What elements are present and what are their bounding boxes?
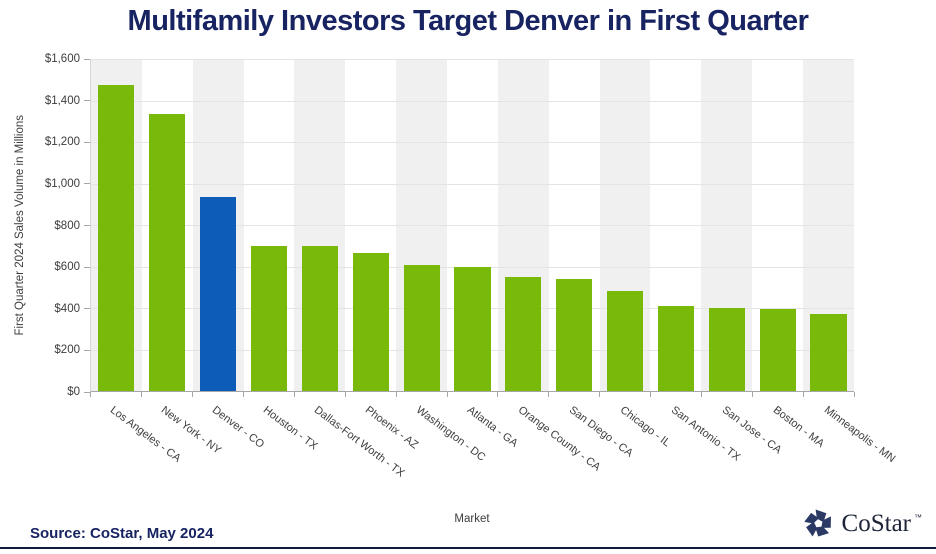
x-axis-ticks bbox=[90, 392, 855, 397]
y-tick-label: $400 bbox=[54, 302, 80, 315]
bar-column-chicago-il bbox=[600, 59, 651, 391]
bar-san-diego-ca bbox=[556, 278, 593, 391]
y-tick-label: $1,600 bbox=[44, 53, 80, 65]
x-tick-mark bbox=[650, 392, 652, 397]
bar-new-york-ny bbox=[149, 114, 186, 391]
x-axis-label-text: Houston - TX bbox=[261, 404, 320, 453]
costar-logo-icon bbox=[803, 509, 831, 537]
y-tick-label: $600 bbox=[54, 261, 80, 274]
bar-column-phoenix-az bbox=[345, 59, 396, 391]
y-tick-label: $800 bbox=[54, 219, 80, 232]
costar-logo-text: CoStar bbox=[841, 509, 911, 537]
bar-washington-dc bbox=[403, 265, 440, 391]
gridline bbox=[91, 225, 854, 226]
gridline bbox=[91, 183, 854, 185]
x-tick-mark bbox=[90, 392, 91, 397]
bar-column-atlanta-ga bbox=[447, 59, 498, 391]
bar-column-washington-dc bbox=[396, 59, 447, 391]
x-tick-mark bbox=[803, 392, 805, 397]
x-tick-mark bbox=[701, 392, 703, 397]
y-tick-label: $0 bbox=[67, 386, 80, 398]
y-tick-label: $1,200 bbox=[44, 136, 80, 149]
x-tick-mark bbox=[242, 392, 244, 397]
bar-minneapolis-mn bbox=[810, 314, 847, 391]
y-tick-label: $1,400 bbox=[44, 94, 80, 107]
y-tick-mark bbox=[84, 349, 90, 351]
x-tick-mark bbox=[344, 392, 346, 397]
bar-column-minneapolis-mn bbox=[803, 59, 854, 391]
x-tick-mark bbox=[140, 392, 142, 397]
x-axis-title: Market bbox=[454, 513, 490, 525]
y-tick-mark bbox=[84, 100, 90, 102]
bar-column-dallas-fort-worth-tx bbox=[294, 59, 345, 391]
bar-denver-co bbox=[200, 197, 237, 391]
y-tick-mark bbox=[84, 58, 90, 60]
x-axis-label-text: Minneapolis - MN bbox=[821, 404, 897, 466]
bar-column-san-antonio-tx bbox=[650, 59, 701, 391]
bar-chicago-il bbox=[606, 291, 644, 391]
bar-atlanta-ga bbox=[454, 266, 491, 391]
trademark-symbol: ™ bbox=[914, 513, 922, 522]
gridline bbox=[91, 142, 854, 143]
y-tick-mark bbox=[84, 391, 90, 393]
bar-column-denver-co bbox=[193, 59, 244, 391]
bar-column-houston-tx bbox=[244, 59, 295, 391]
y-tick-label: $200 bbox=[54, 344, 80, 357]
bar-phoenix-az bbox=[352, 253, 389, 391]
x-tick-mark bbox=[293, 392, 295, 397]
y-tick-label: $1,000 bbox=[44, 177, 80, 190]
bar-column-san-diego-ca bbox=[549, 59, 600, 391]
y-axis-ticks bbox=[84, 58, 90, 393]
gridline bbox=[91, 100, 854, 102]
bar-column-orange-county-ca bbox=[498, 59, 549, 391]
y-axis-labels: $0 $200 $400 $600 $800 $1,000 $1,200 $1,400 $1,6… bbox=[0, 53, 80, 398]
bottom-rule bbox=[0, 547, 936, 549]
bar-series bbox=[91, 59, 854, 391]
x-tick-mark bbox=[599, 392, 601, 397]
bar-column-los-angeles-ca bbox=[91, 59, 142, 391]
bar-san-antonio-tx bbox=[657, 305, 694, 391]
y-tick-mark bbox=[84, 308, 90, 310]
bar-column-san-jose-ca bbox=[701, 59, 752, 391]
x-axis-labels: Los Angeles - CA New York - NY Denver - CO… bbox=[90, 404, 897, 514]
x-tick-mark bbox=[854, 392, 855, 397]
bar-dallas-fort-worth-tx bbox=[301, 245, 338, 391]
costar-logo: CoStar ™ bbox=[802, 507, 922, 540]
bar-column-new-york-ny bbox=[142, 59, 193, 391]
y-tick-mark bbox=[84, 266, 90, 268]
x-tick-mark bbox=[497, 392, 499, 397]
x-tick-mark bbox=[191, 392, 193, 397]
bar-boston-ma bbox=[759, 309, 796, 391]
bar-san-jose-ca bbox=[708, 308, 745, 391]
y-tick-mark bbox=[84, 183, 90, 185]
x-tick-mark bbox=[548, 392, 550, 397]
bar-column-boston-ma bbox=[752, 59, 803, 391]
page-title: Multifamily Investors Target Denver in F… bbox=[127, 5, 809, 37]
y-tick-mark bbox=[84, 141, 90, 143]
bar-los-angeles-ca bbox=[98, 84, 135, 391]
gridline bbox=[91, 59, 854, 60]
plot-area bbox=[90, 59, 854, 392]
x-tick-mark bbox=[752, 392, 754, 397]
y-tick-mark bbox=[84, 225, 90, 226]
bar-houston-tx bbox=[250, 245, 288, 391]
bar-orange-county-ca bbox=[505, 276, 542, 391]
source-note: Source: CoStar, May 2024 bbox=[30, 525, 214, 542]
x-tick-mark bbox=[395, 392, 397, 397]
y-axis-title: First Quarter 2024 Sales Volume in Milli… bbox=[14, 115, 26, 336]
x-axis-label: Minneapolis - MN bbox=[821, 404, 915, 465]
x-tick-mark bbox=[446, 392, 448, 397]
